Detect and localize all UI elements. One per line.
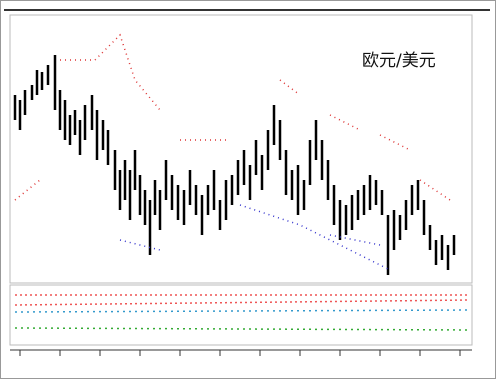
indicator-blue bbox=[14, 309, 471, 313]
sar-dots-lower bbox=[119, 204, 391, 271]
price-panel bbox=[9, 14, 473, 284]
time-axis-ticks bbox=[19, 350, 461, 356]
indicator-red bbox=[14, 294, 471, 306]
chart-title: 欧元/美元 bbox=[362, 51, 436, 71]
price-bars bbox=[13, 55, 456, 275]
indicator-panel bbox=[9, 284, 473, 346]
sar-dots-upper bbox=[14, 33, 451, 201]
indicator-green bbox=[14, 327, 471, 331]
